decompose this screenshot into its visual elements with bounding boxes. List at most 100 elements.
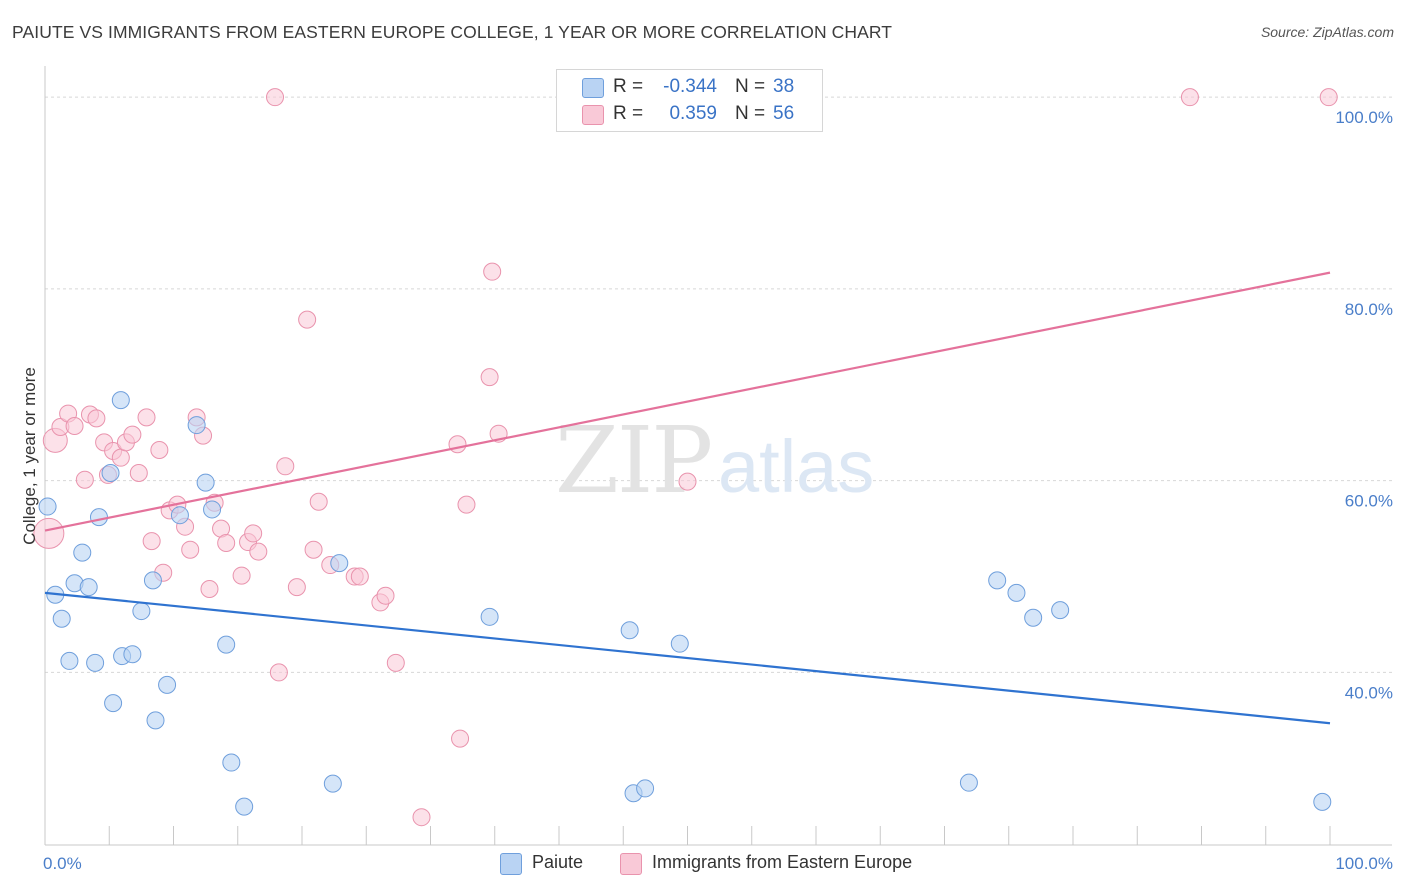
immigrants-point — [457, 495, 476, 514]
paiute-point — [620, 621, 639, 640]
paiute-point — [636, 779, 655, 798]
axis-labels: 40.0% 60.0% 80.0% 100.0% 0.0% 100.0% — [43, 108, 1393, 873]
paiute-point — [89, 508, 108, 527]
paiute-point — [132, 602, 151, 621]
legend-row-immigrants: R = 0.359 N = 56 — [557, 103, 822, 127]
legend-row-paiute: R = -0.344 N = 38 — [557, 76, 822, 100]
immigrants-point — [304, 540, 323, 559]
paiute-trend-line — [44, 591, 1331, 725]
paiute-point — [1024, 608, 1043, 627]
immigrants-point — [266, 88, 285, 107]
immigrants-point — [200, 580, 219, 599]
immigrants-points — [33, 88, 1338, 827]
watermark-atlas: atlas — [718, 425, 874, 508]
y-tick-label: 80.0% — [1345, 300, 1393, 319]
grid-layer — [45, 96, 1392, 673]
watermark-zip: ZIP — [555, 407, 711, 514]
immigrants-point — [111, 448, 130, 467]
paiute-point — [222, 753, 241, 772]
immigrants-point — [150, 440, 169, 459]
immigrants-point — [483, 262, 502, 281]
paiute-point — [1313, 792, 1332, 811]
paiute-point — [111, 391, 130, 410]
immigrants-point — [129, 464, 148, 483]
immigrants-trend-line — [44, 271, 1331, 532]
paiute-point — [203, 500, 222, 519]
immigrants-point — [137, 408, 156, 427]
paiute-point — [101, 464, 120, 483]
immigrants-point — [376, 586, 395, 605]
immigrants-point — [33, 517, 65, 549]
paiute-point — [1007, 583, 1026, 602]
immigrants-point — [217, 533, 236, 552]
paiute-point — [330, 554, 349, 573]
x-tick-label: 0.0% — [43, 854, 82, 873]
legend-n-value: 56 — [773, 103, 795, 124]
x-tick-label: 100.0% — [1335, 854, 1393, 873]
immigrants-point — [448, 435, 467, 454]
paiute-point — [1051, 601, 1070, 620]
paiute-point — [73, 543, 92, 562]
immigrants-point — [1319, 88, 1338, 107]
correlation-legend: R = -0.344 N = 38 R = 0.359 N = 56 — [556, 69, 823, 132]
source-label: Source: ZipAtlas.com — [1260, 24, 1394, 40]
watermark: ZIP atlas — [555, 407, 874, 514]
paiute-point — [187, 416, 206, 435]
legend-r-label: R = — [613, 76, 644, 97]
paiute-point — [988, 571, 1007, 590]
immigrants-point — [678, 472, 697, 491]
immigrants-point — [269, 663, 288, 682]
axes-layer — [44, 66, 1392, 846]
paiute-point — [235, 797, 254, 816]
immigrants-point — [249, 542, 268, 561]
paiute-point — [158, 675, 177, 694]
immigrants-legend-label: Immigrants from Eastern Europe — [652, 852, 913, 872]
immigrants-point — [451, 729, 470, 748]
immigrants-point — [309, 492, 328, 511]
immigrants-point — [298, 310, 317, 329]
paiute-point — [79, 578, 98, 597]
immigrants-point — [480, 368, 499, 387]
legend-r-value: 0.359 — [669, 103, 717, 124]
paiute-point — [86, 653, 105, 672]
paiute-legend-swatch — [500, 853, 522, 875]
legend-n-label: N = — [735, 76, 766, 97]
immigrants-point — [65, 417, 84, 436]
immigrants-point — [232, 566, 251, 585]
y-tick-label: 40.0% — [1345, 683, 1393, 702]
immigrants-point — [87, 409, 106, 428]
immigrants-swatch — [582, 105, 604, 125]
paiute-point — [196, 473, 215, 492]
chart-title: PAIUTE VS IMMIGRANTS FROM EASTERN EUROPE… — [12, 22, 893, 42]
paiute-legend-label: Paiute — [532, 852, 584, 872]
immigrants-point — [181, 540, 200, 559]
immigrants-point — [386, 653, 405, 672]
immigrants-point — [1180, 88, 1199, 107]
y-axis-title: College, 1 year or more — [20, 367, 39, 545]
paiute-point — [959, 773, 978, 792]
paiute-point — [104, 694, 123, 713]
paiute-points — [38, 391, 1332, 816]
paiute-point — [670, 634, 689, 653]
paiute-point — [323, 774, 342, 793]
immigrants-point — [244, 524, 263, 543]
y-tick-label: 100.0% — [1335, 108, 1393, 127]
immigrants-point — [287, 578, 306, 597]
immigrants-point — [350, 567, 369, 586]
immigrants-point — [276, 457, 295, 476]
y-tick-label: 60.0% — [1345, 492, 1393, 511]
immigrants-legend-swatch — [620, 853, 642, 875]
paiute-point — [146, 711, 165, 730]
paiute-point — [52, 609, 71, 628]
paiute-point — [60, 651, 79, 670]
paiute-point — [123, 645, 142, 664]
immigrants-point — [123, 425, 142, 444]
paiute-swatch — [582, 78, 604, 98]
immigrants-point — [142, 532, 161, 551]
immigrants-point — [75, 470, 94, 489]
legend-r-value: -0.344 — [663, 76, 717, 97]
paiute-point — [170, 506, 189, 525]
legend-n-value: 38 — [773, 76, 795, 97]
paiute-point — [480, 607, 499, 626]
